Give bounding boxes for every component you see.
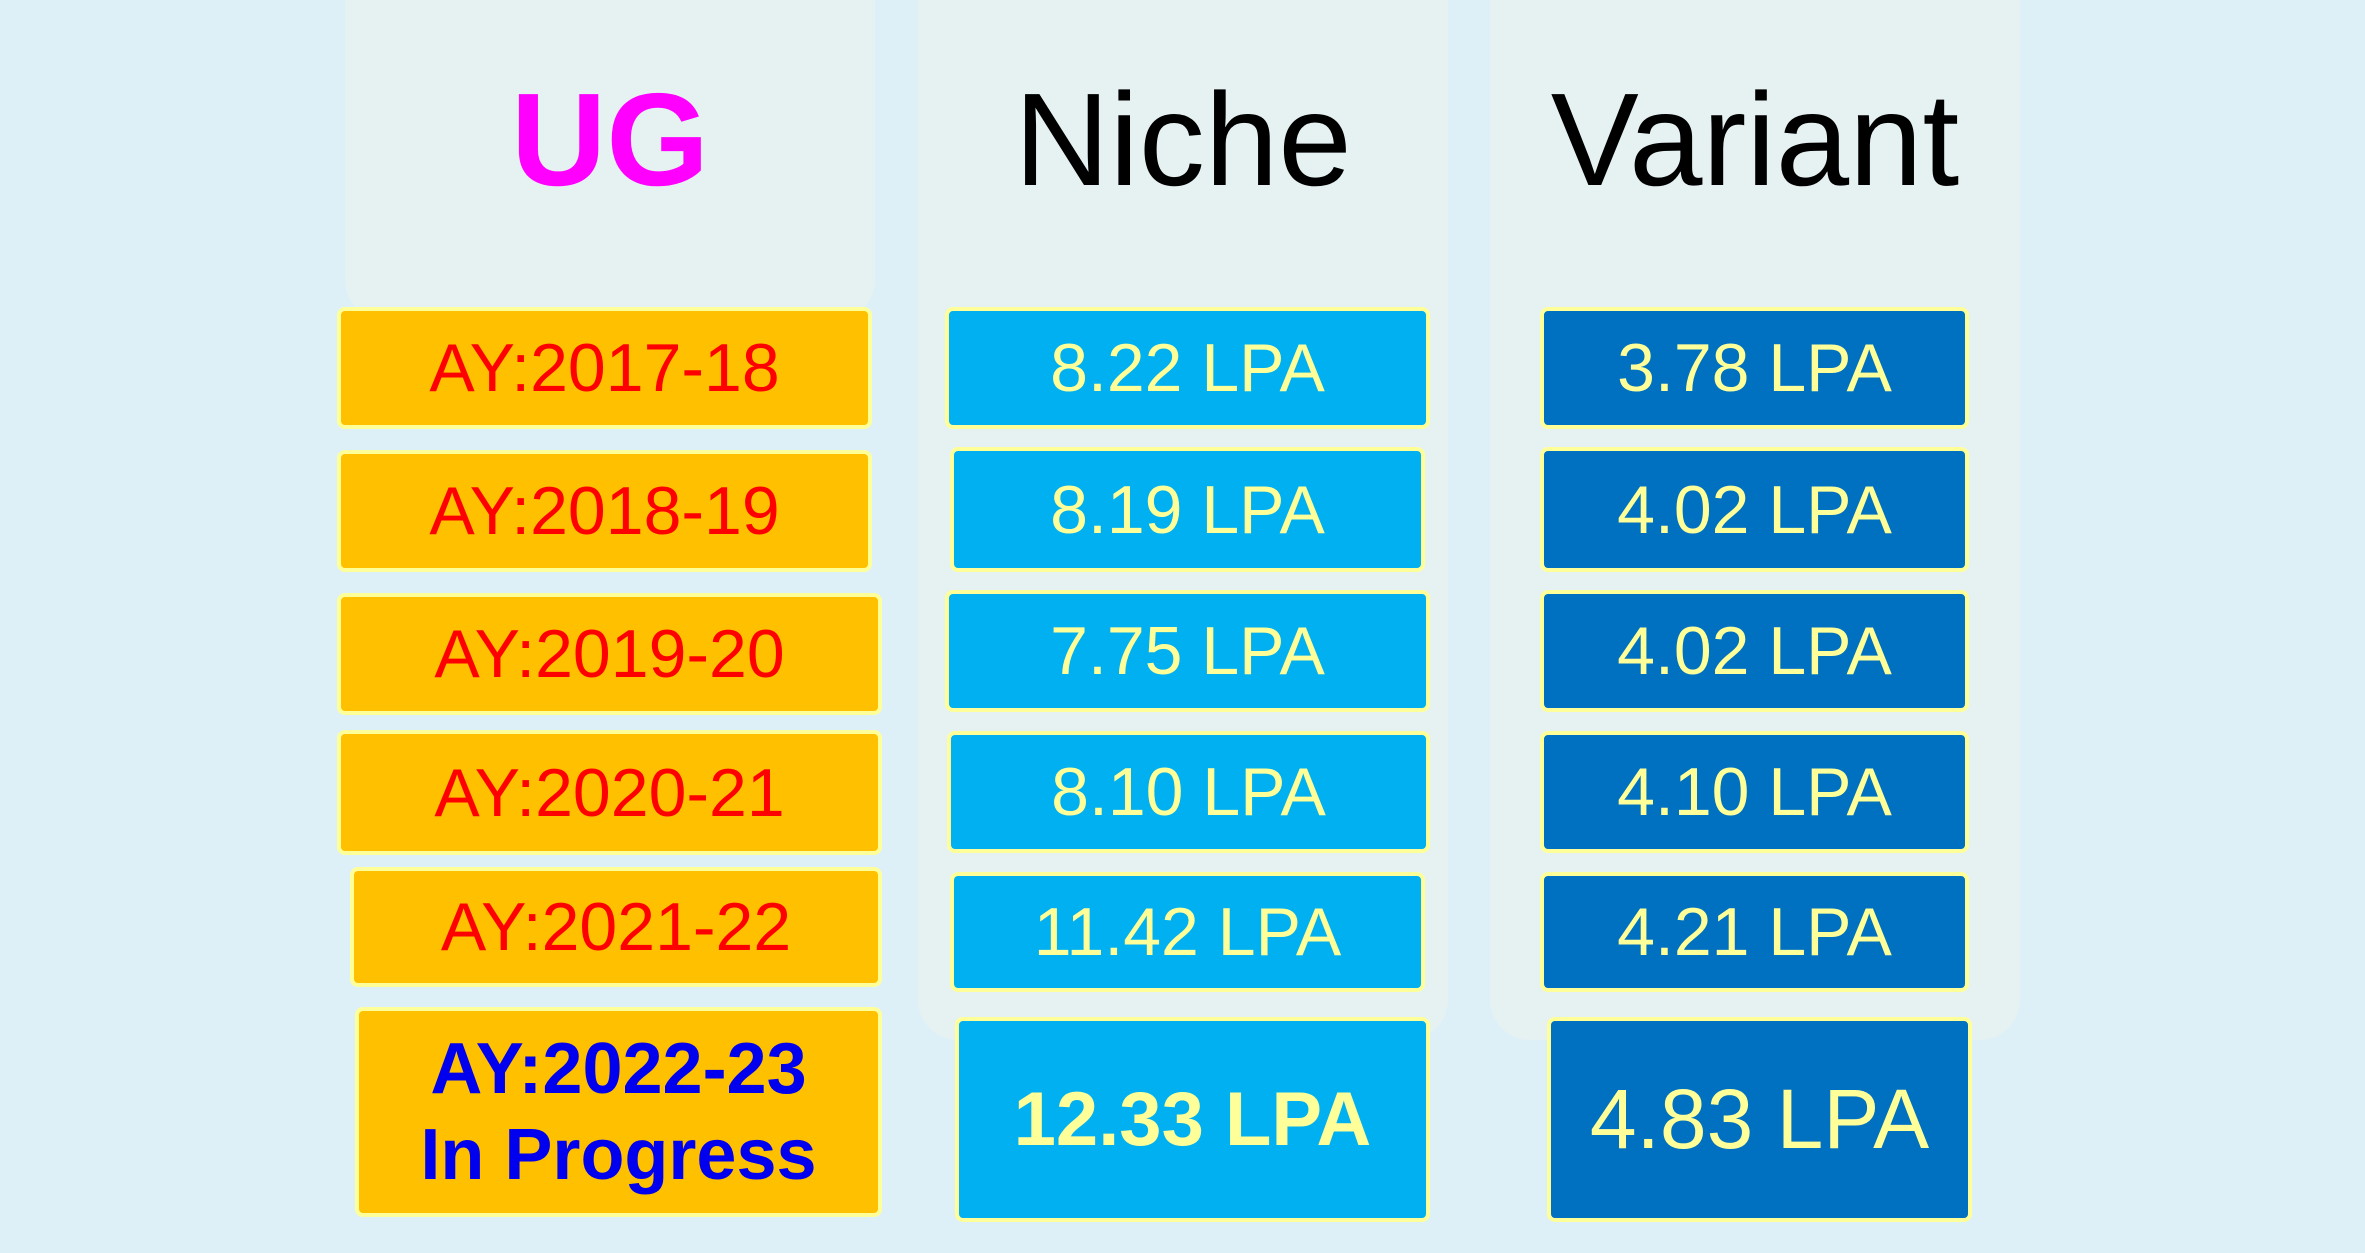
variant-value-2017-18: 3.78 LPA bbox=[1540, 307, 1969, 429]
niche-value-2022-23: 12.33 LPA bbox=[955, 1017, 1430, 1222]
ug-heading: UG bbox=[511, 66, 709, 213]
ug-column-panel bbox=[345, 0, 875, 320]
niche-value-2019-20: 7.75 LPA bbox=[945, 590, 1430, 712]
year-label-2017-18: AY:2017-18 bbox=[337, 307, 872, 429]
year-label-2021-22: AY:2021-22 bbox=[350, 867, 882, 987]
variant-heading: Variant bbox=[1550, 66, 1960, 213]
variant-value-2021-22: 4.21 LPA bbox=[1540, 872, 1969, 992]
niche-value-2021-22: 11.42 LPA bbox=[950, 872, 1425, 992]
year-label-2019-20: AY:2019-20 bbox=[337, 593, 882, 715]
year-label-2020-21: AY:2020-21 bbox=[337, 730, 882, 855]
year-label-2018-19: AY:2018-19 bbox=[337, 450, 872, 572]
niche-value-2017-18: 8.22 LPA bbox=[945, 307, 1430, 429]
current-year-label: AY:2022-23 bbox=[430, 1028, 807, 1109]
niche-value-2020-21: 8.10 LPA bbox=[947, 731, 1430, 853]
variant-value-2022-23: 4.83 LPA bbox=[1547, 1017, 1972, 1222]
year-label-2022-23: AY:2022-23 In Progress bbox=[355, 1007, 882, 1217]
niche-value-2018-19: 8.19 LPA bbox=[950, 447, 1425, 572]
variant-value-2018-19: 4.02 LPA bbox=[1540, 447, 1969, 572]
niche-heading: Niche bbox=[1014, 66, 1352, 213]
variant-value-2019-20: 4.02 LPA bbox=[1540, 590, 1969, 712]
in-progress-label: In Progress bbox=[420, 1115, 817, 1195]
variant-value-2020-21: 4.10 LPA bbox=[1540, 731, 1969, 853]
